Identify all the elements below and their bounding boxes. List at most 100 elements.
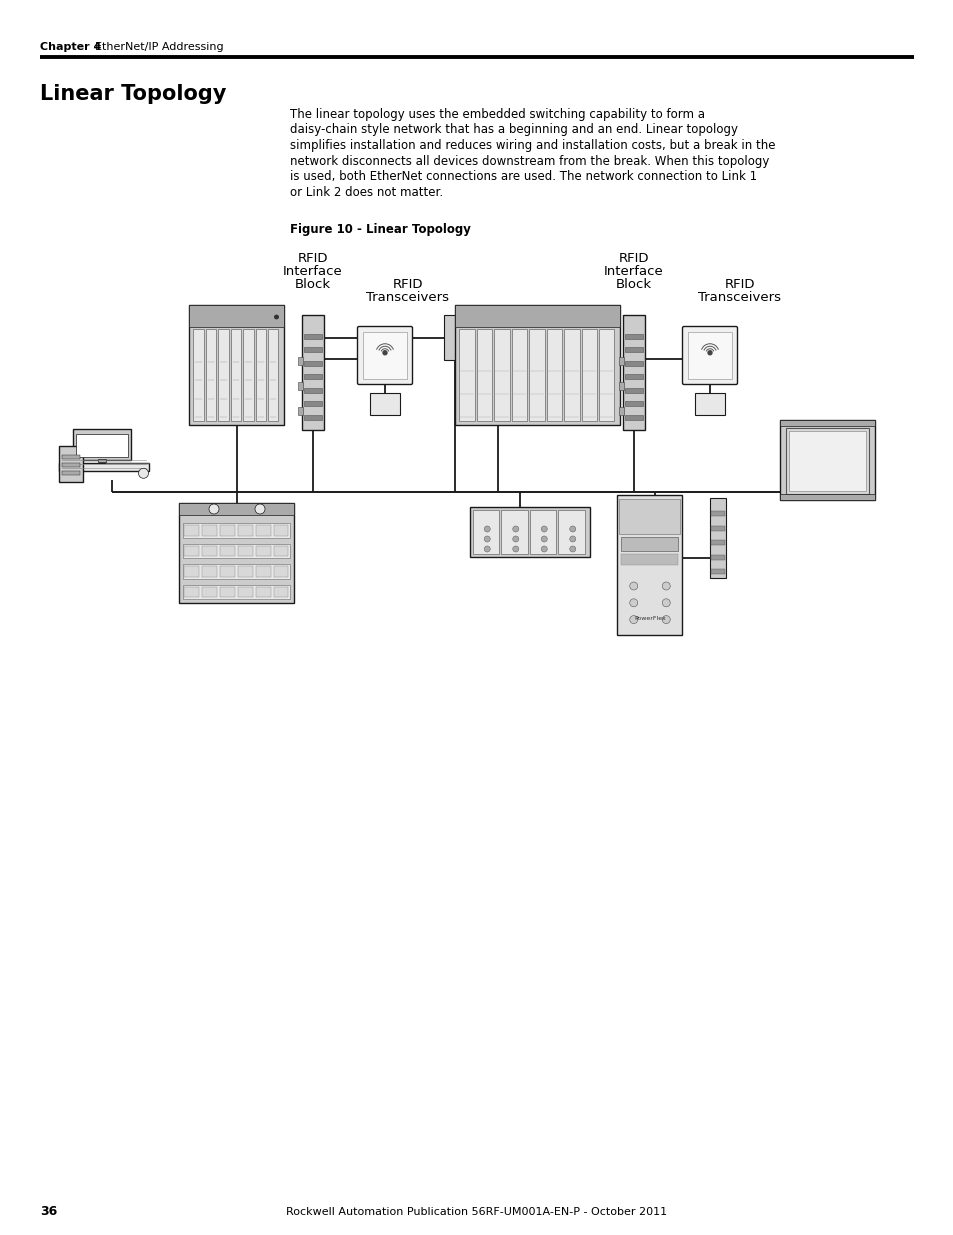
Bar [618,382,623,390]
Bar [459,329,475,421]
Bar [563,329,579,421]
Bar [218,329,229,421]
Bar [624,333,642,338]
Circle shape [512,526,518,532]
Text: or Link 2 does not matter.: or Link 2 does not matter. [290,185,442,199]
Text: Block: Block [294,278,331,291]
Circle shape [274,315,277,319]
Bar [59,446,83,482]
Bar [710,555,724,559]
Bar [220,546,234,556]
Bar [237,566,253,577]
Bar [268,329,278,421]
Text: Transceivers: Transceivers [698,291,781,304]
Bar [184,566,199,577]
Bar [370,393,399,415]
Bar [202,546,217,556]
Text: Rockwell Automation Publication 56RF-UM001A-EN-P - October 2011: Rockwell Automation Publication 56RF-UM0… [286,1207,667,1216]
Bar [184,546,199,556]
Bar [220,587,234,597]
Circle shape [661,582,670,590]
Circle shape [274,315,277,319]
Bar [530,510,556,555]
Text: Interface: Interface [283,266,342,278]
Bar [494,329,509,421]
Text: 36: 36 [40,1205,57,1218]
Bar [183,584,291,599]
Text: network disconnects all devices downstream from the break. When this topology: network disconnects all devices downstre… [290,154,768,168]
Bar [710,511,724,516]
Bar [687,332,731,379]
Bar [297,357,303,366]
Text: PowerFlex: PowerFlex [634,616,665,621]
Text: Linear Topology: Linear Topology [40,84,226,104]
Circle shape [629,582,638,590]
Bar [206,329,216,421]
Circle shape [484,546,490,552]
Bar [184,587,199,597]
Bar [443,315,465,359]
Circle shape [569,526,576,532]
Bar [546,329,561,421]
Circle shape [629,615,638,624]
Bar [76,433,128,457]
Circle shape [540,536,547,542]
Bar [624,401,642,406]
Bar [255,587,271,597]
Text: Transceivers: Transceivers [366,291,449,304]
Circle shape [209,504,219,514]
Bar [785,429,868,494]
Bar [220,566,234,577]
Bar [622,315,644,430]
Bar [231,329,241,421]
Circle shape [512,536,518,542]
Text: is used, both EtherNet connections are used. The network connection to Link 1: is used, both EtherNet connections are u… [290,170,757,183]
Text: daisy-chain style network that has a beginning and an end. Linear topology: daisy-chain style network that has a beg… [290,124,738,137]
Text: Figure 10 - Linear Topology: Figure 10 - Linear Topology [290,224,471,236]
Text: RFID: RFID [618,252,649,266]
Bar [455,305,619,425]
Text: RFID: RFID [297,252,328,266]
Bar [620,537,678,551]
Bar [617,495,681,635]
Bar [501,510,527,555]
Bar [255,546,271,556]
Text: simplifies installation and reduces wiring and installation costs, but a break i: simplifies installation and reduces wiri… [290,140,775,152]
Bar [255,525,271,536]
Bar [179,503,294,515]
Bar [624,388,642,393]
Bar [620,553,678,564]
Bar [529,329,544,421]
Circle shape [274,315,277,319]
Bar [297,382,303,390]
Circle shape [484,536,490,542]
Bar [470,508,589,557]
Bar [202,525,217,536]
Circle shape [661,615,670,624]
Circle shape [540,546,547,552]
Bar [193,329,204,421]
Bar [220,525,234,536]
Circle shape [707,351,711,354]
Bar [710,540,724,545]
Bar [98,459,106,462]
Circle shape [512,546,518,552]
Bar [710,526,724,531]
Bar [695,393,724,415]
FancyBboxPatch shape [357,326,412,384]
Bar [618,357,623,366]
Text: RFID: RFID [393,278,423,291]
Bar [297,408,303,415]
Bar [304,374,322,379]
Bar [183,564,291,578]
Circle shape [569,546,576,552]
Bar [274,525,288,536]
Circle shape [138,468,149,478]
Bar [624,415,642,420]
Text: RFID: RFID [724,278,755,291]
Bar [455,305,619,326]
Bar [780,420,875,426]
Text: Interface: Interface [603,266,663,278]
Text: Block: Block [616,278,652,291]
Bar [243,329,253,421]
